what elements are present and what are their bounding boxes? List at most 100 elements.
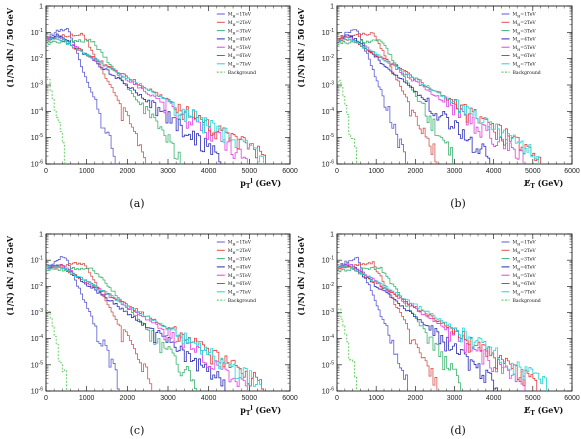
legend-entry-1: MH=1TeV: [228, 240, 252, 247]
series-8-histogram: [337, 308, 357, 391]
x-tick-label: 6000: [282, 168, 298, 175]
panel-caption: (b): [450, 197, 466, 210]
x-tick-label: 5000: [242, 168, 258, 175]
y-tick-label: 10-4: [322, 107, 334, 116]
series-1-histogram: [46, 27, 116, 164]
legend-entry-7: MH=7TeV: [228, 62, 252, 69]
x-tick-label: 3000: [447, 395, 463, 402]
x-axis-label: E̸T (GeV): [523, 178, 563, 190]
legend-entry-2: MH=2TeV: [513, 248, 537, 255]
y-tick-label: 10-5: [31, 360, 43, 369]
series-3-histogram: [337, 266, 461, 391]
legend-entry-4: MH=4TeV: [513, 37, 537, 44]
x-tick-label: 5000: [242, 395, 258, 402]
legend-entry-4: MH=4TeV: [228, 37, 252, 44]
plot-frame: [336, 233, 573, 392]
legend-entry-1: MH=1TeV: [228, 12, 252, 19]
legend-entry-7: MH=7TeV: [513, 62, 537, 69]
x-tick-label: 6000: [564, 168, 580, 175]
x-tick-label: 4000: [201, 395, 217, 402]
x-tick-label: 0: [335, 168, 339, 175]
x-tick-label: 1000: [79, 395, 95, 402]
y-tick-label: 10-5: [322, 133, 334, 142]
x-tick-label: 3000: [160, 168, 176, 175]
legend-entry-6: MH=6TeV: [513, 281, 537, 288]
x-tick-label: 5000: [525, 395, 541, 402]
series-1-histogram: [46, 256, 120, 391]
series-1-histogram: [337, 256, 408, 391]
y-tick-label: 10-2: [31, 54, 43, 63]
y-tick-label: 1: [330, 4, 334, 11]
y-tick-label: 10-1: [322, 28, 334, 37]
legend-entry-3: MH=3TeV: [513, 28, 537, 35]
plot-frame: [336, 5, 573, 165]
legend-entry-5: MH=5TeV: [513, 273, 537, 280]
x-tick-label: 4000: [486, 395, 502, 402]
series-4-histogram: [337, 263, 498, 391]
x-tick-label: 3000: [160, 395, 176, 402]
series-2-histogram: [46, 32, 147, 164]
y-tick-label: 10-2: [31, 282, 43, 291]
series-7-histogram: [337, 265, 547, 391]
y-tick-label: 10-3: [31, 81, 43, 90]
chart-panel-2: 10-6 10-5 10-4 10-3 10-2 10-1 1 0 1000 2000 3000 40…: [296, 4, 580, 211]
series-6-histogram: [337, 37, 542, 164]
legend-entry-5: MH=5TeV: [513, 45, 537, 52]
series-2-histogram: [337, 32, 438, 164]
y-axis-label: (1/N) dN / 50 GeV: [296, 7, 306, 87]
legend-entry-5: MH=5TeV: [228, 273, 252, 280]
x-tick-label: 4000: [201, 168, 217, 175]
chart-panel-3: 10-6 10-5 10-4 10-3 10-2 10-1 1 0 1000 2000 3000 40…: [5, 232, 298, 438]
legend-entry-1: MH=1TeV: [513, 240, 537, 247]
x-tick-label: 6000: [282, 395, 298, 402]
legend-entry-6: MH=6TeV: [228, 53, 252, 60]
legend-entry-6: MH=6TeV: [228, 281, 252, 288]
x-axis-label: pTl (GeV): [240, 178, 281, 190]
x-axis-label: E̸T (GeV): [523, 405, 563, 417]
x-tick-label: 2000: [408, 168, 424, 175]
y-tick-label: 10-5: [322, 360, 334, 369]
series-2-histogram: [46, 262, 153, 391]
legend-entry-1: MH=1TeV: [513, 12, 537, 19]
y-axis-label: (1/N) dN / 50 GeV: [296, 235, 306, 315]
series-4-histogram: [46, 33, 222, 164]
panel-caption: (a): [129, 197, 144, 210]
series-7-histogram: [46, 36, 264, 164]
y-tick-label: 10-4: [31, 334, 43, 343]
x-tick-label: 3000: [447, 168, 463, 175]
x-tick-label: 1000: [368, 168, 384, 175]
legend-entry-4: MH=4TeV: [228, 265, 252, 272]
y-tick-label: 10-1: [31, 28, 43, 37]
y-tick-label: 10-5: [31, 133, 43, 142]
x-tick-label: 0: [44, 168, 48, 175]
series-5-histogram: [337, 263, 526, 391]
x-tick-label: 2000: [408, 395, 424, 402]
plot-area: [337, 29, 542, 164]
plot-frame: [45, 233, 291, 392]
x-tick-label: 1000: [368, 395, 384, 402]
series-5-histogram: [337, 36, 524, 164]
legend-entry-7: MH=7TeV: [513, 290, 537, 297]
x-tick-label: 5000: [525, 168, 541, 175]
y-tick-label: 10-2: [322, 282, 334, 291]
plot-area: [337, 256, 547, 391]
x-tick-label: 2000: [120, 395, 136, 402]
y-tick-label: 10-4: [31, 107, 43, 116]
chart-panel-4: 10-6 10-5 10-4 10-3 10-2 10-1 1 0 1000 2000 3000 40…: [296, 232, 580, 438]
legend-entry-8: Background: [513, 298, 541, 304]
y-tick-label: 1: [330, 232, 334, 239]
y-tick-label: 10-6: [322, 387, 334, 396]
series-8-histogram: [337, 79, 357, 164]
series-4-histogram: [337, 34, 491, 164]
legend-entry-4: MH=4TeV: [513, 265, 537, 272]
y-axis-label: (1/N) dN / 50 GeV: [5, 235, 15, 315]
legend-entry-8: Background: [228, 70, 256, 76]
legend-entry-3: MH=3TeV: [228, 256, 252, 263]
legend-entry-8: Background: [513, 70, 541, 76]
x-tick-label: 0: [44, 395, 48, 402]
y-tick-label: 10-1: [31, 256, 43, 265]
y-tick-label: 1: [39, 232, 43, 239]
x-tick-label: 2000: [120, 168, 136, 175]
series-2-histogram: [337, 261, 438, 391]
